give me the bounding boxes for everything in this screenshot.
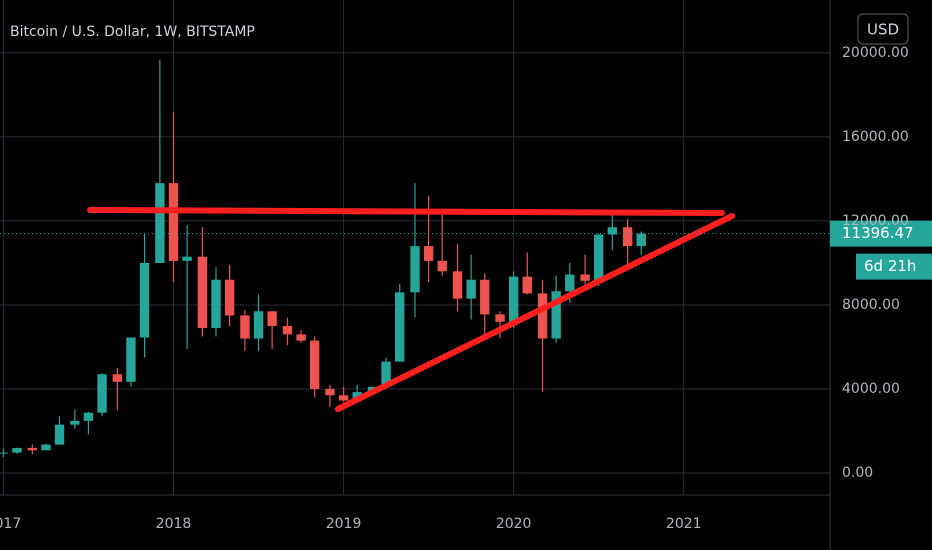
support-line <box>335 213 735 412</box>
candle-body <box>565 274 575 292</box>
candle-body <box>325 388 335 396</box>
x-tick-label: 2018 <box>156 516 192 532</box>
candle-body <box>622 227 633 247</box>
candle-body <box>267 311 277 326</box>
candle-body <box>537 293 548 339</box>
x-tick-label: 2017 <box>0 516 21 532</box>
candle-body <box>480 279 490 315</box>
candle-body <box>197 256 208 329</box>
countdown-label: 6d 21h <box>864 257 916 275</box>
y-tick-label: 4000.00 <box>842 381 900 397</box>
y-tick-label: 8000.00 <box>842 297 900 313</box>
candle-body <box>410 246 420 293</box>
candle-body <box>112 374 123 382</box>
currency-button-frame[interactable] <box>857 13 909 45</box>
candle-body <box>423 246 434 261</box>
candle-body <box>224 279 235 316</box>
candle-body <box>522 276 532 294</box>
candle-body <box>155 183 165 263</box>
candle-body <box>495 314 505 322</box>
candle-body <box>168 183 179 261</box>
candle-body <box>83 412 94 421</box>
candle-body <box>0 452 9 454</box>
plot-area <box>0 0 830 495</box>
candle-body <box>211 279 221 329</box>
candle-body <box>437 260 447 272</box>
candle-body <box>508 276 519 322</box>
chart-title: Bitcoin / U.S. Dollar, 1W, BITSTAMP <box>10 24 255 40</box>
candle-body <box>41 444 51 451</box>
candle-body <box>70 420 80 425</box>
candle-body <box>580 274 590 281</box>
candle-body <box>381 361 391 387</box>
candle-body <box>466 279 476 299</box>
candle-body <box>636 233 646 247</box>
candle-body <box>253 311 264 339</box>
y-tick-label: 12000.00 <box>842 213 909 229</box>
candle-body <box>607 227 617 235</box>
last-price-tag <box>830 220 932 247</box>
y-tick-label: 16000.00 <box>842 129 909 145</box>
candle-body <box>296 334 306 341</box>
candle-body <box>551 291 561 339</box>
x-tick-label: 2019 <box>326 516 362 532</box>
x-tick-label: 2020 <box>496 516 532 532</box>
candle-body <box>126 337 136 382</box>
y-tick-label: 0.00 <box>842 465 873 481</box>
overlays: 11396.47 6d 21h <box>0 220 932 280</box>
candle-body <box>97 374 107 413</box>
candle-body <box>594 234 604 281</box>
candle-body <box>309 340 320 389</box>
candle-body <box>395 292 405 362</box>
candle-body <box>139 262 150 338</box>
countdown-tag <box>856 253 932 280</box>
candle-body <box>54 424 65 445</box>
candle-body <box>338 395 349 401</box>
trendlines <box>87 207 735 412</box>
candle-body <box>27 447 37 451</box>
candle-body <box>182 256 192 261</box>
y-tick-label: 20000.00 <box>842 45 909 61</box>
candle-body <box>12 447 22 453</box>
candle-body <box>282 325 293 335</box>
resistance-line <box>87 207 725 216</box>
last-price-label: 11396.47 <box>842 224 914 242</box>
candle-body <box>452 271 463 299</box>
currency-button[interactable]: USD <box>857 13 909 45</box>
currency-label[interactable]: USD <box>867 21 899 39</box>
candle-body <box>240 315 250 339</box>
x-tick-label: 2021 <box>666 516 702 532</box>
